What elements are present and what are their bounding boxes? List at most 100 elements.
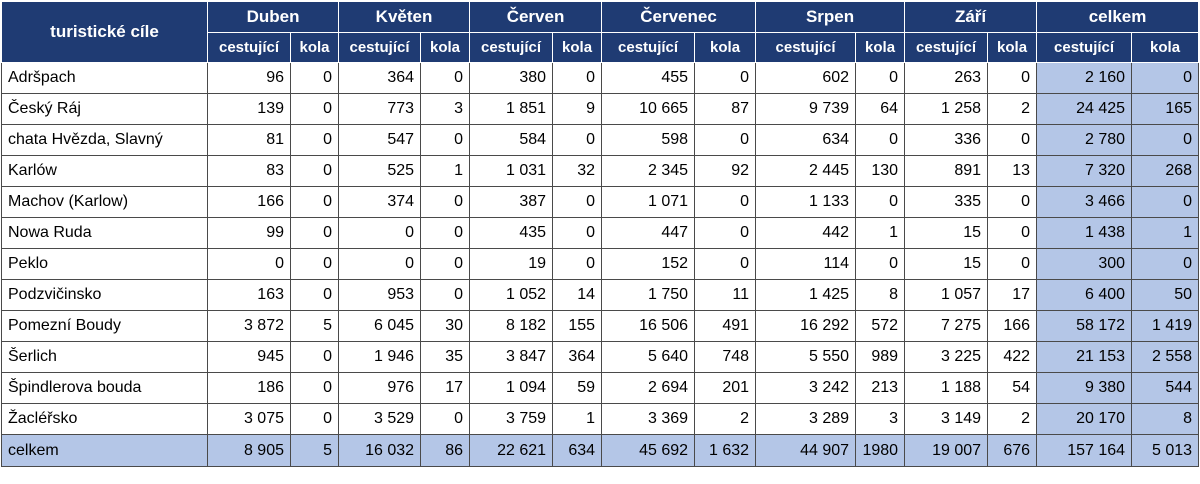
passengers-cell: 16 292: [755, 310, 857, 342]
subheader-bikes: kola: [552, 32, 603, 63]
passengers-cell: 22 621: [469, 434, 554, 467]
passengers-cell: 3 225: [904, 341, 989, 373]
bikes-cell: 87: [694, 93, 757, 125]
subheader-passengers: cestující: [469, 32, 554, 63]
bikes-cell: 11: [694, 279, 757, 311]
passengers-cell: 525: [338, 155, 422, 187]
bikes-cell: 50: [1131, 279, 1200, 311]
bikes-cell: 0: [420, 248, 471, 280]
table-row: chata Hvězda, Slavný 81 0 547 0 584 0 598 0 634 0 3…: [1, 124, 1200, 156]
passengers-cell: 3 289: [755, 403, 857, 435]
passengers-cell: 1 425: [755, 279, 857, 311]
bikes-cell: 155: [552, 310, 603, 342]
passengers-cell: 773: [338, 93, 422, 125]
passengers-cell: 96: [207, 62, 291, 94]
bikes-cell: 748: [694, 341, 757, 373]
bikes-cell: 0: [987, 62, 1038, 94]
bikes-cell: 92: [694, 155, 757, 187]
bikes-cell: 491: [694, 310, 757, 342]
bikes-cell: 0: [552, 248, 603, 280]
subheader-passengers: cestující: [1036, 32, 1133, 63]
passengers-cell: 6 400: [1036, 279, 1133, 311]
table-row: Žacléřsko 3 075 0 3 529 0 3 759 1 3 369 2 3 289 3 3…: [1, 403, 1200, 435]
bikes-cell: 0: [987, 217, 1038, 249]
bikes-cell: 1: [420, 155, 471, 187]
passengers-cell: 374: [338, 186, 422, 218]
bikes-cell: 0: [420, 186, 471, 218]
bikes-cell: 1980: [855, 434, 906, 467]
destination-name: Šerlich: [1, 341, 208, 373]
bikes-cell: 676: [987, 434, 1038, 467]
bikes-cell: 2: [987, 93, 1038, 125]
bikes-cell: 0: [289, 217, 340, 249]
bikes-cell: 364: [552, 341, 603, 373]
passengers-cell: 3 466: [1036, 186, 1133, 218]
destination-name: Nowa Ruda: [1, 217, 208, 249]
destination-name: Špindlerova bouda: [1, 372, 208, 404]
passengers-cell: 44 907: [755, 434, 857, 467]
subheader-passengers: cestující: [207, 32, 291, 63]
bikes-cell: 0: [855, 124, 906, 156]
passengers-cell: 5 640: [601, 341, 696, 373]
passengers-cell: 21 153: [1036, 341, 1133, 373]
passengers-cell: 1 258: [904, 93, 989, 125]
bikes-cell: 166: [987, 310, 1038, 342]
passengers-cell: 7 275: [904, 310, 989, 342]
bikes-cell: 0: [289, 186, 340, 218]
bikes-cell: 54: [987, 372, 1038, 404]
total-row: celkem 8 905 5 16 032 86 22 621 634 45 692 1 632…: [1, 434, 1200, 467]
passengers-cell: 0: [338, 217, 422, 249]
bikes-cell: 2: [694, 403, 757, 435]
bikes-cell: 35: [420, 341, 471, 373]
bikes-cell: 0: [694, 62, 757, 94]
bikes-cell: 0: [1131, 186, 1200, 218]
passengers-cell: 81: [207, 124, 291, 156]
month-header: celkem: [1036, 1, 1200, 33]
subheader-passengers: cestující: [904, 32, 989, 63]
passengers-cell: 945: [207, 341, 291, 373]
bikes-cell: 0: [552, 217, 603, 249]
bikes-cell: 5 013: [1131, 434, 1200, 467]
table-row: Podzvičinsko 163 0 953 0 1 052 14 1 750 11 1 425 8…: [1, 279, 1200, 311]
passengers-cell: 455: [601, 62, 696, 94]
passengers-cell: 152: [601, 248, 696, 280]
passengers-cell: 166: [207, 186, 291, 218]
passengers-cell: 3 242: [755, 372, 857, 404]
table-row: Český Ráj 139 0 773 3 1 851 9 10 665 87 9 739 64 1 …: [1, 93, 1200, 125]
passengers-cell: 598: [601, 124, 696, 156]
bikes-cell: 2 558: [1131, 341, 1200, 373]
bikes-cell: 0: [855, 62, 906, 94]
passengers-cell: 387: [469, 186, 554, 218]
passengers-cell: 10 665: [601, 93, 696, 125]
passengers-cell: 547: [338, 124, 422, 156]
passengers-cell: 976: [338, 372, 422, 404]
subheader-passengers: cestující: [755, 32, 857, 63]
bikes-cell: 30: [420, 310, 471, 342]
passengers-cell: 8 905: [207, 434, 291, 467]
subheader-passengers: cestující: [601, 32, 696, 63]
passengers-cell: 3 847: [469, 341, 554, 373]
passengers-cell: 83: [207, 155, 291, 187]
subheader-bikes: kola: [1131, 32, 1200, 63]
corner-header: turistické cíle: [1, 1, 208, 63]
passengers-cell: 2 345: [601, 155, 696, 187]
bikes-cell: 1: [855, 217, 906, 249]
bikes-cell: 0: [420, 217, 471, 249]
bikes-cell: 0: [289, 62, 340, 94]
passengers-cell: 157 164: [1036, 434, 1133, 467]
passengers-cell: 58 172: [1036, 310, 1133, 342]
passengers-cell: 3 149: [904, 403, 989, 435]
subheader-bikes: kola: [420, 32, 471, 63]
subheader-bikes: kola: [694, 32, 757, 63]
bikes-cell: 64: [855, 93, 906, 125]
month-header: Duben: [206, 1, 340, 33]
passengers-cell: 99: [207, 217, 291, 249]
destination-name: Peklo: [1, 248, 208, 280]
bikes-cell: 86: [420, 434, 471, 467]
bikes-cell: 14: [552, 279, 603, 311]
passengers-cell: 9 739: [755, 93, 857, 125]
bikes-cell: 422: [987, 341, 1038, 373]
bikes-cell: 0: [552, 62, 603, 94]
passengers-cell: 1 438: [1036, 217, 1133, 249]
bikes-cell: 0: [289, 403, 340, 435]
